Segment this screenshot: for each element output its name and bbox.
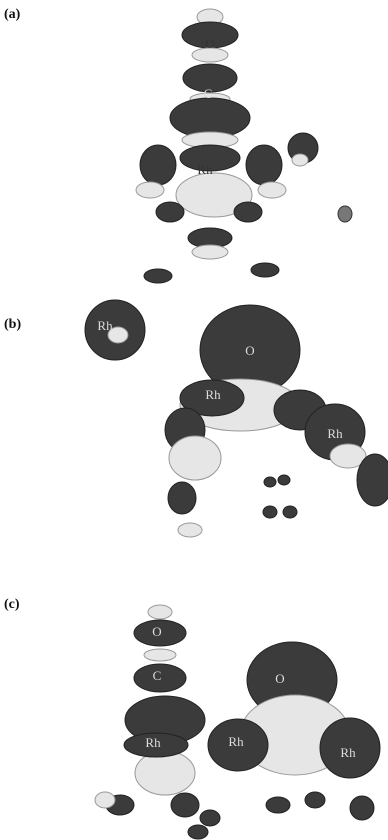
atom-label: Rh — [197, 162, 213, 177]
atom-label: O — [152, 624, 161, 639]
atom-label: O — [205, 36, 214, 51]
panel-label: (a) — [4, 7, 21, 22]
panel-b-isosurface — [85, 300, 388, 537]
atom-label: O — [245, 343, 254, 358]
atom-label: C — [153, 668, 162, 683]
atom-label: Rh — [97, 318, 113, 333]
atom-label: Rh — [228, 734, 244, 749]
atom-label: Rh — [327, 426, 343, 441]
atom-label: Rh — [145, 735, 161, 750]
atom-label: C — [204, 86, 213, 101]
panel-label: (c) — [4, 597, 20, 612]
panel-a-isosurface — [136, 9, 352, 283]
figure: (a) O C Rh (b) Rh O Rh Rh — [0, 0, 388, 840]
atom-label: O — [275, 671, 284, 686]
panel-label: (b) — [4, 317, 21, 332]
atom-label: Rh — [205, 387, 221, 402]
atom-label: Rh — [340, 745, 356, 760]
panel-c-isosurface — [95, 605, 380, 839]
